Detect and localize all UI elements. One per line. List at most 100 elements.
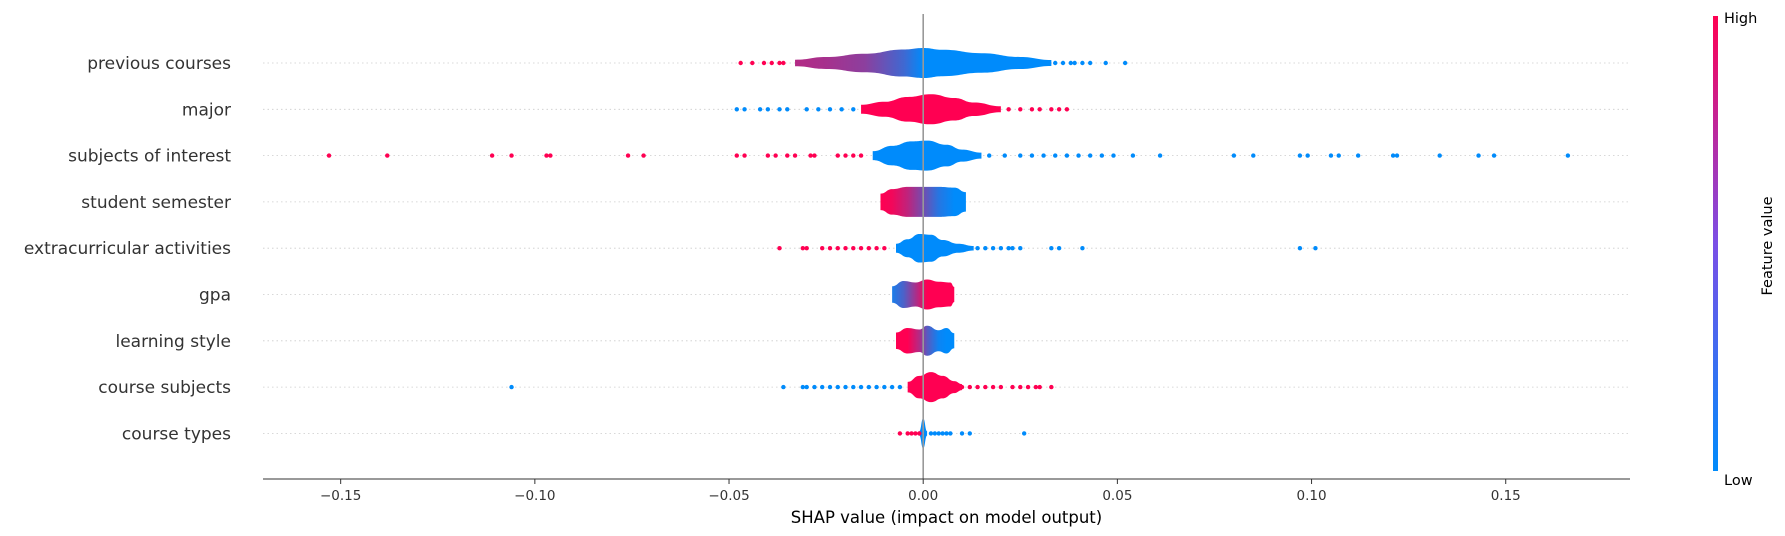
feature-label: major	[182, 100, 231, 120]
data-point	[816, 107, 821, 112]
data-point	[734, 153, 739, 158]
data-point	[1002, 153, 1007, 158]
data-point	[1068, 60, 1073, 66]
data-point	[1080, 246, 1085, 251]
x-tick-label: 0.00	[908, 488, 938, 504]
data-point	[1029, 107, 1035, 112]
data-point	[800, 384, 806, 390]
data-point	[882, 384, 887, 390]
data-point	[820, 384, 825, 390]
data-point	[1037, 384, 1042, 390]
data-point	[1018, 384, 1023, 390]
x-axis-title: SHAP value (impact on model output)	[791, 508, 1102, 527]
data-point	[1297, 246, 1303, 251]
feature-label: student semester	[81, 193, 231, 213]
violin-extracurricular-activities	[896, 233, 974, 263]
data-point	[742, 153, 747, 158]
grid-lines	[263, 62, 1630, 434]
data-point	[1060, 60, 1066, 66]
data-point	[983, 384, 988, 390]
data-point	[738, 60, 743, 66]
data-point	[769, 60, 774, 66]
data-point	[905, 431, 910, 436]
data-point	[489, 153, 495, 158]
data-point	[866, 246, 872, 251]
x-tick-label: 0.05	[1102, 488, 1132, 504]
data-point	[548, 153, 553, 158]
feature-label: subjects of interest	[68, 147, 231, 167]
data-point	[761, 60, 767, 66]
data-point	[1328, 153, 1334, 158]
data-point	[1006, 107, 1011, 112]
data-point	[820, 246, 825, 251]
data-point	[1025, 384, 1031, 390]
colorbar-low-label: Low	[1724, 473, 1753, 489]
data-point	[983, 246, 988, 251]
data-point	[1087, 60, 1093, 66]
feature-label: gpa	[199, 286, 231, 306]
data-point	[804, 384, 809, 390]
data-point	[781, 384, 786, 390]
data-point	[897, 384, 903, 390]
data-point	[1103, 60, 1108, 66]
data-point	[785, 107, 790, 112]
x-tick-label: 0.15	[1491, 488, 1521, 504]
data-point	[734, 107, 739, 112]
feature-label: course subjects	[98, 378, 231, 398]
data-point	[959, 384, 965, 390]
data-point	[1006, 246, 1011, 251]
data-point	[1336, 153, 1341, 158]
data-point	[773, 153, 778, 158]
data-point	[1053, 60, 1058, 66]
data-point	[990, 384, 996, 390]
data-point	[858, 384, 864, 390]
data-point	[913, 431, 918, 436]
x-tick-label: −0.10	[514, 488, 555, 504]
feature-label: learning style	[115, 332, 231, 352]
data-point	[1049, 246, 1054, 251]
data-point	[851, 384, 856, 390]
data-point	[1018, 246, 1023, 251]
x-tick-label: −0.15	[320, 488, 361, 504]
data-point	[839, 107, 844, 112]
data-point	[326, 153, 332, 158]
data-point	[998, 246, 1004, 251]
data-point	[874, 384, 879, 390]
data-point	[932, 431, 938, 436]
violin-course-subjects	[907, 372, 963, 403]
data-point	[808, 153, 813, 158]
feature-label: previous courses	[87, 54, 231, 74]
data-point	[928, 431, 934, 436]
x-axis-ticks: −0.15 −0.10 −0.05 0.00 0.05 0.10 0.15	[320, 479, 1521, 504]
data-point	[1037, 107, 1042, 112]
data-point	[812, 384, 817, 390]
data-point	[1565, 153, 1571, 158]
colorbar: High Low Feature value	[1713, 11, 1776, 489]
data-point	[812, 153, 817, 158]
data-point	[1087, 153, 1093, 158]
data-point	[1049, 384, 1054, 390]
data-point	[385, 153, 390, 158]
data-point	[641, 153, 646, 158]
data-point	[800, 246, 806, 251]
data-point	[1064, 153, 1070, 158]
data-point	[851, 107, 856, 112]
data-point	[1297, 153, 1303, 158]
data-point	[625, 153, 631, 158]
data-point	[1056, 246, 1062, 251]
data-point	[835, 153, 840, 158]
data-point	[785, 153, 790, 158]
data-point	[742, 107, 747, 112]
data-point	[835, 246, 840, 251]
data-point	[544, 153, 549, 158]
data-point	[1018, 153, 1023, 158]
data-point	[827, 246, 833, 251]
data-point	[1033, 384, 1039, 390]
colorbar-gradient	[1713, 16, 1718, 471]
data-point	[1305, 153, 1310, 158]
data-point	[1390, 153, 1396, 158]
violin-major	[861, 94, 1001, 125]
outlier-points	[326, 60, 1571, 436]
data-point	[959, 431, 965, 436]
